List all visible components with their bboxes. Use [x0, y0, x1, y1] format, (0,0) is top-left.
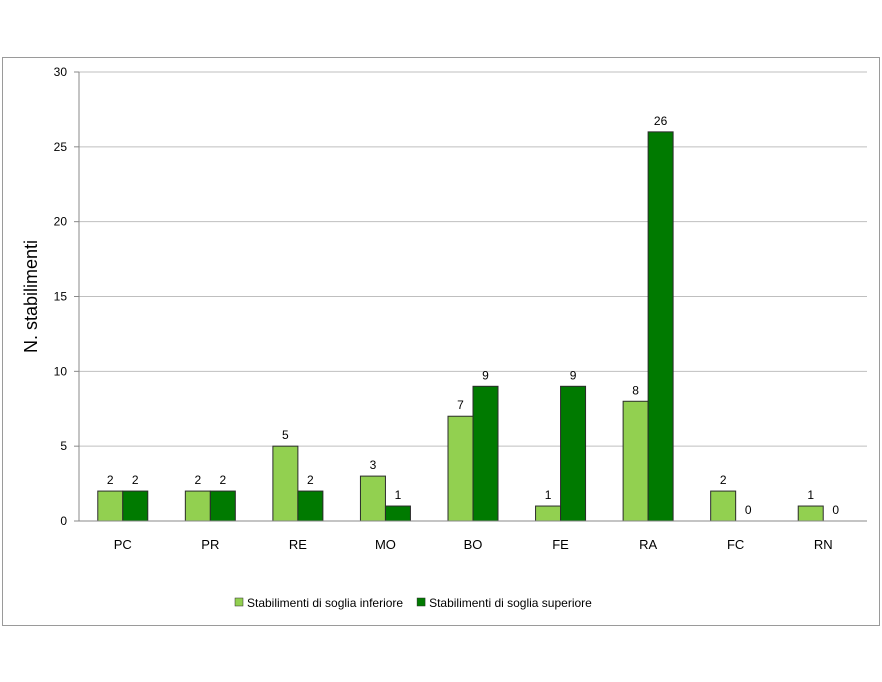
data-label: 1: [395, 488, 402, 502]
y-tick-label: 0: [60, 514, 67, 528]
bar: [535, 505, 562, 522]
bar: [472, 385, 499, 522]
legend-swatch: [234, 597, 244, 607]
data-label: 2: [194, 473, 201, 487]
legend-swatch: [416, 597, 426, 607]
bar: [560, 385, 587, 522]
data-label: 0: [832, 503, 839, 517]
data-label: 1: [545, 488, 552, 502]
bars: [97, 131, 824, 522]
x-category-label: FC: [727, 537, 744, 552]
bar: [122, 490, 149, 522]
bar: [797, 505, 824, 522]
y-tick-label: 30: [54, 65, 68, 79]
bar: [97, 490, 124, 522]
y-tick-label: 20: [54, 215, 68, 229]
bar: [447, 415, 474, 522]
y-tick-label: 15: [54, 290, 68, 304]
legend-label: Stabilimenti di soglia superiore: [429, 596, 592, 610]
y-tick-label: 25: [54, 140, 68, 154]
data-label: 0: [745, 503, 752, 517]
data-label: 2: [720, 473, 727, 487]
x-category-label: RA: [639, 537, 657, 552]
x-category-label: FE: [552, 537, 569, 552]
data-label: 8: [632, 383, 639, 397]
data-label: 2: [219, 473, 226, 487]
y-tick-label: 10: [54, 364, 68, 378]
y-axis-ticks: 0 5 10 15 20 25 30: [54, 65, 79, 528]
legend-label: Stabilimenti di soglia inferiore: [247, 596, 403, 610]
data-label: 2: [132, 473, 139, 487]
data-label: 9: [482, 368, 489, 382]
x-axis-categories: PC PR RE MO BO FE RA FC RN: [114, 537, 833, 552]
y-tick-label: 5: [60, 439, 67, 453]
y-axis-title: N. stabilimenti: [21, 240, 41, 353]
data-label: 2: [307, 473, 314, 487]
x-category-label: BO: [464, 537, 483, 552]
data-label: 1: [807, 488, 814, 502]
bar: [647, 131, 674, 522]
data-label: 7: [457, 398, 464, 412]
bar: [209, 490, 236, 522]
gridlines: [79, 71, 867, 447]
bar: [272, 445, 299, 522]
x-category-label: PC: [114, 537, 132, 552]
data-label: 3: [370, 458, 377, 472]
legend: Stabilimenti di soglia inferiore Stabilim…: [234, 596, 592, 610]
x-category-label: PR: [201, 537, 219, 552]
data-label: 5: [282, 428, 289, 442]
x-category-label: MO: [375, 537, 396, 552]
data-label: 2: [107, 473, 114, 487]
bar: [710, 490, 737, 522]
bar: [359, 475, 386, 522]
chart-frame: 0 5 10 15 20 25 30 2 2 2 2 5 2 3 1 7 9 1 9 8 26 2 0 1 0 PC PR RE M…: [2, 57, 880, 626]
data-label: 26: [654, 114, 668, 128]
data-label: 9: [570, 368, 577, 382]
bar: [384, 505, 411, 522]
x-category-label: RE: [289, 537, 307, 552]
bar: [622, 400, 649, 522]
bar: [184, 490, 211, 522]
x-category-label: RN: [814, 537, 833, 552]
bar: [297, 490, 324, 522]
